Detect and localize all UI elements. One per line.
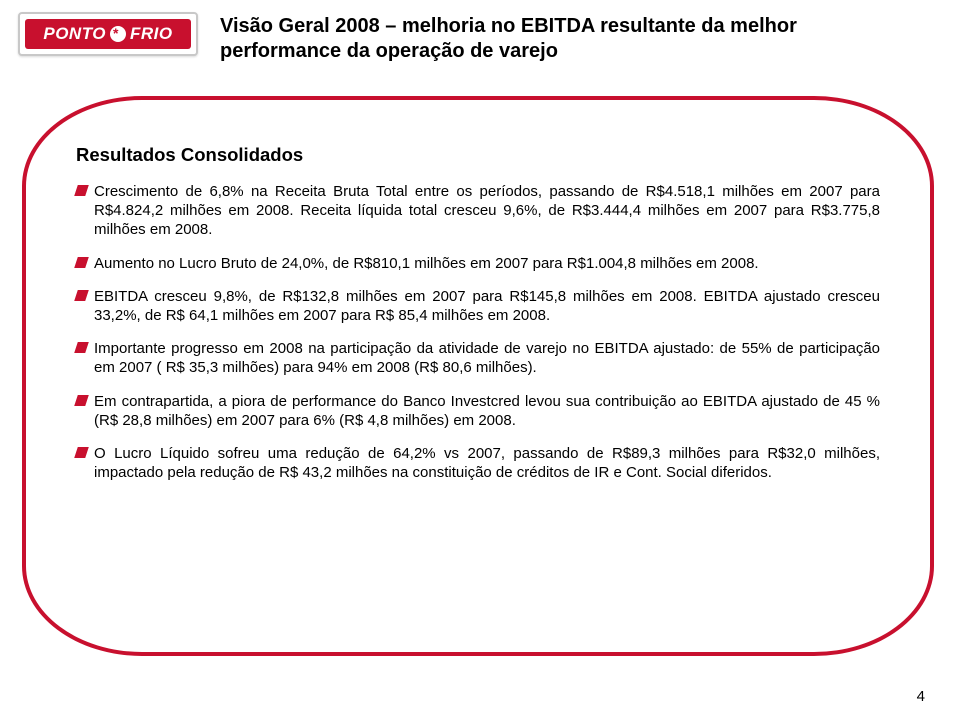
brand-logo: PONTO FRIO	[18, 12, 198, 56]
bullet-text: Crescimento de 6,8% na Receita Bruta Tot…	[94, 183, 880, 238]
bullet-text: Em contrapartida, a piora de performance…	[94, 393, 880, 429]
snowflake-icon	[110, 26, 126, 42]
bullet-item: Crescimento de 6,8% na Receita Bruta Tot…	[76, 182, 880, 240]
bullet-text: O Lucro Líquido sofreu uma redução de 64…	[94, 445, 880, 481]
page-title: Visão Geral 2008 – melhoria no EBITDA re…	[220, 14, 929, 64]
bullet-item: Aumento no Lucro Bruto de 24,0%, de R$81…	[76, 254, 880, 273]
bullet-item: Importante progresso em 2008 na particip…	[76, 339, 880, 377]
title-line-2: performance da operação de varejo	[220, 39, 929, 64]
content-bubble: Resultados Consolidados Crescimento de 6…	[22, 96, 934, 656]
bullet-item: O Lucro Líquido sofreu uma redução de 64…	[76, 444, 880, 482]
section-heading: Resultados Consolidados	[76, 144, 880, 166]
bullet-text: EBITDA cresceu 9,8%, de R$132,8 milhões …	[94, 288, 880, 324]
title-line-1: Visão Geral 2008 – melhoria no EBITDA re…	[220, 14, 929, 39]
bullet-text: Importante progresso em 2008 na particip…	[94, 340, 880, 376]
bullet-item: EBITDA cresceu 9,8%, de R$132,8 milhões …	[76, 287, 880, 325]
brand-logo-inner: PONTO FRIO	[25, 19, 191, 49]
logo-text-right: FRIO	[130, 24, 173, 44]
bullet-text: Aumento no Lucro Bruto de 24,0%, de R$81…	[94, 255, 759, 272]
bullet-item: Em contrapartida, a piora de performance…	[76, 392, 880, 430]
page-number: 4	[917, 688, 925, 705]
logo-text-left: PONTO	[43, 24, 106, 44]
